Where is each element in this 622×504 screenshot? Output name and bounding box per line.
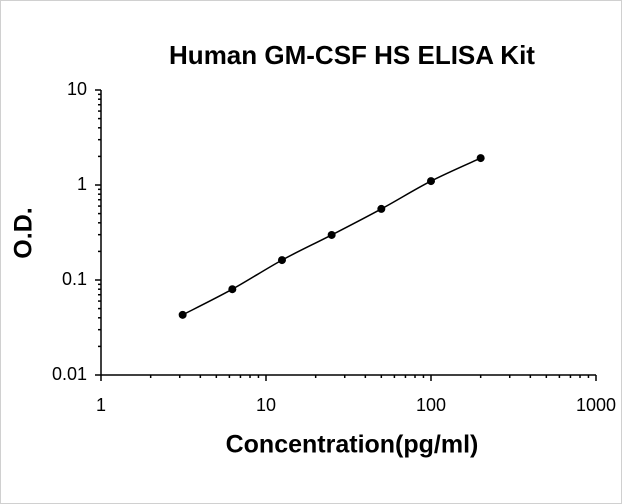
x-tick-label: 100 [416, 395, 446, 415]
y-tick-label: 0.1 [62, 269, 87, 289]
data-point [178, 310, 187, 319]
data-point [228, 285, 237, 294]
x-axis-label: Concentration(pg/ml) [226, 431, 479, 459]
data-point [476, 154, 485, 163]
data-point [277, 256, 286, 265]
data-point [427, 177, 435, 186]
y-tick-label: 10 [67, 79, 87, 99]
data-point [377, 204, 386, 213]
y-tick-label: 1 [77, 174, 87, 194]
chart-title: Human GM-CSF HS ELISA Kit [169, 40, 535, 70]
x-tick-label: 1 [96, 395, 106, 415]
y-axis-label: O.D. [10, 207, 38, 258]
y-tick-label: 0.01 [52, 364, 87, 384]
x-tick-label: 1000 [576, 395, 616, 415]
data-point [327, 230, 336, 239]
x-tick-label: 10 [256, 395, 276, 415]
